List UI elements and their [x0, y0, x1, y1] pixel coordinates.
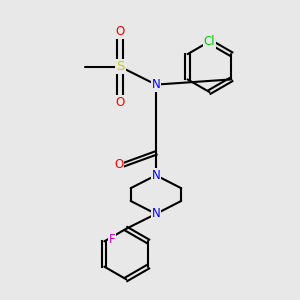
Text: N: N: [152, 207, 160, 220]
Text: O: O: [116, 96, 125, 109]
Text: F: F: [109, 233, 115, 246]
Text: Cl: Cl: [204, 35, 215, 48]
Text: S: S: [116, 60, 124, 73]
Text: N: N: [152, 78, 160, 91]
Text: O: O: [114, 158, 123, 171]
Text: N: N: [152, 169, 160, 182]
Text: O: O: [116, 25, 125, 38]
